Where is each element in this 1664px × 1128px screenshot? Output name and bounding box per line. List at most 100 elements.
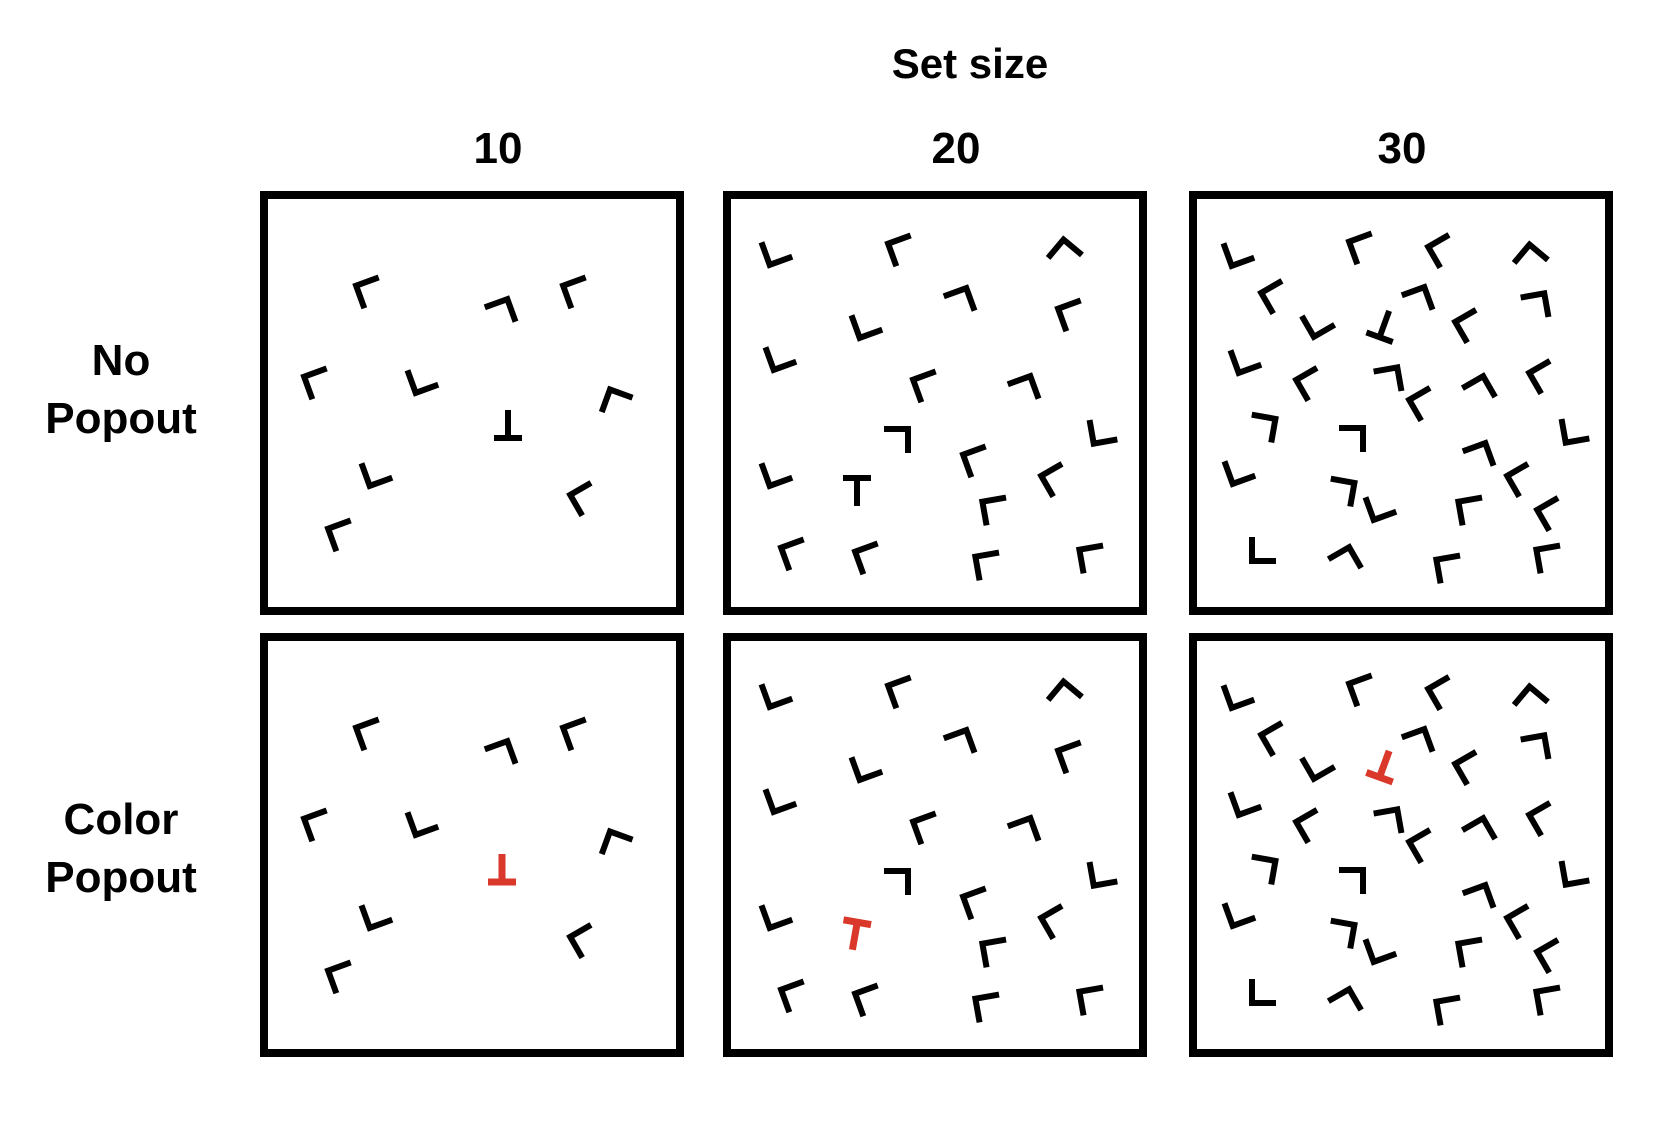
distractor-l xyxy=(1345,230,1373,266)
distractor-l xyxy=(1461,881,1497,909)
distractor-l xyxy=(598,827,634,856)
distractor-l xyxy=(1037,461,1064,499)
distractor-l xyxy=(1503,461,1530,499)
distractor-l xyxy=(762,788,798,816)
distractor-l xyxy=(352,274,380,310)
distractor-l xyxy=(758,683,794,711)
row-color-popout xyxy=(260,633,1613,1057)
distractor-l xyxy=(758,241,794,269)
distractor-l xyxy=(1558,860,1590,889)
panel-frame xyxy=(1189,191,1613,615)
panel-frame xyxy=(1189,633,1613,1057)
distractor-l xyxy=(559,716,587,752)
distractor-l xyxy=(1424,232,1451,270)
distractor-l xyxy=(1460,372,1498,399)
target-t xyxy=(494,410,522,441)
distractor-l xyxy=(884,232,912,268)
distractor-l xyxy=(762,346,798,374)
distractor-l xyxy=(1520,289,1552,318)
distractor-l xyxy=(1299,314,1337,341)
distractor-l xyxy=(1006,814,1042,842)
search-panel-color-popout-20 xyxy=(723,633,1147,1057)
distractor-l xyxy=(1054,739,1082,775)
search-panel-color-popout-10 xyxy=(260,633,684,1057)
distractor-l xyxy=(1006,372,1042,400)
distractor-l xyxy=(1362,496,1398,524)
distractor-l xyxy=(909,810,937,846)
row-label-color-popout: Color Popout xyxy=(1,791,241,907)
distractor-l xyxy=(1558,418,1590,447)
row-label-line: Popout xyxy=(45,853,197,902)
distractor-l xyxy=(1532,542,1561,574)
target-t xyxy=(488,854,516,886)
target-t xyxy=(843,475,871,506)
distractor-l xyxy=(1432,994,1461,1026)
distractor-l xyxy=(1525,358,1552,396)
distractor-l xyxy=(1086,419,1118,448)
distractor-l xyxy=(352,716,380,752)
distractor-l xyxy=(1454,936,1483,968)
distractor-l xyxy=(358,904,394,932)
distractor-l xyxy=(1373,363,1405,392)
row-label-line: Color xyxy=(63,795,179,844)
distractor-l xyxy=(942,284,978,312)
row-label-line: Popout xyxy=(45,394,197,443)
distractor-l xyxy=(1037,903,1064,941)
distractor-l xyxy=(1220,242,1256,270)
distractor-l xyxy=(959,885,987,921)
column-label-20: 20 xyxy=(931,124,981,173)
distractor-l xyxy=(1461,439,1497,467)
distractor-l xyxy=(1249,537,1276,564)
column-label-30: 30 xyxy=(1377,124,1427,173)
distractor-l xyxy=(1251,411,1279,444)
distractor-l xyxy=(851,540,879,576)
distractor-l xyxy=(1405,385,1432,423)
distractor-l xyxy=(1045,677,1084,702)
distractor-l xyxy=(942,726,978,754)
distractor-l xyxy=(884,674,912,710)
distractor-l xyxy=(851,982,879,1018)
distractor-l xyxy=(1227,791,1263,819)
distractor-l xyxy=(1292,807,1319,845)
distractor-l xyxy=(1257,720,1284,758)
distractor-l xyxy=(758,904,794,932)
distractor-l xyxy=(971,549,1000,581)
distractor-l xyxy=(1330,475,1358,508)
distractor-l xyxy=(1221,460,1257,488)
distractor-l xyxy=(358,462,394,490)
search-panel-no-popout-10 xyxy=(260,191,684,615)
distractor-l xyxy=(1086,861,1118,890)
distractor-l xyxy=(1373,805,1405,834)
distractor-l xyxy=(1330,917,1358,950)
distractor-l xyxy=(909,368,937,404)
distractor-l xyxy=(1075,542,1104,574)
distractor-l xyxy=(598,385,634,414)
search-panel-color-popout-30 xyxy=(1189,633,1613,1057)
distractor-l xyxy=(1532,984,1561,1016)
panel-frame xyxy=(260,191,684,615)
distractor-l xyxy=(1251,853,1279,886)
distractor-l xyxy=(1424,674,1451,712)
distractor-l xyxy=(300,365,328,401)
distractor-l xyxy=(1400,725,1436,753)
distractor-l xyxy=(559,274,587,310)
target-t xyxy=(1365,749,1394,786)
distractor-l xyxy=(1326,985,1364,1012)
distractor-l xyxy=(404,811,440,839)
column-label-10: 10 xyxy=(473,124,523,173)
distractor-l xyxy=(1525,800,1552,838)
distractor-l xyxy=(1345,672,1373,708)
distractor-l xyxy=(978,494,1007,526)
distractor-l xyxy=(959,443,987,479)
distractor-l xyxy=(566,480,593,518)
row-label-no-popout: No Popout xyxy=(1,332,241,448)
distractor-l xyxy=(1326,543,1364,570)
distractor-l xyxy=(1533,495,1560,533)
distractor-l xyxy=(1257,278,1284,316)
distractor-l xyxy=(483,295,519,323)
distractor-l xyxy=(1339,867,1366,894)
distractor-l xyxy=(1451,307,1478,345)
distractor-l xyxy=(884,426,911,453)
distractor-l xyxy=(1221,902,1257,930)
